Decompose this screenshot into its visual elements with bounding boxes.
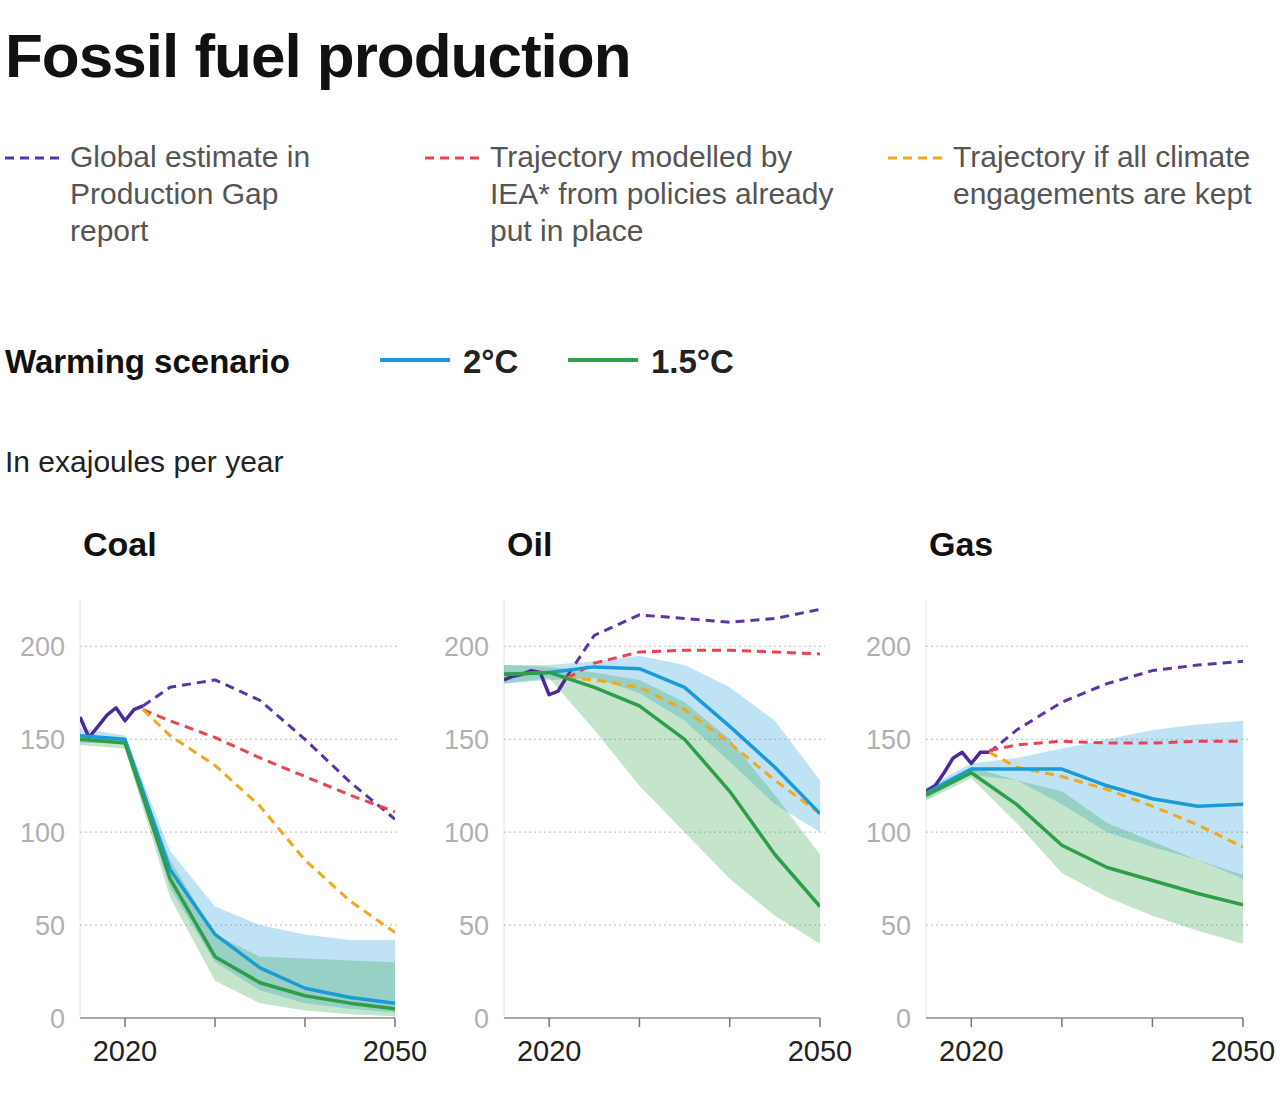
legend-label: Global estimate in Production Gap report (70, 138, 350, 249)
x-tick-label: 2020 (517, 1035, 582, 1067)
y-axis-line (80, 600, 81, 1018)
grid-line (80, 739, 400, 740)
subtitle: In exajoules per year (5, 445, 284, 478)
series-line (989, 661, 1243, 752)
y-axis-line (504, 600, 505, 1018)
series-line (80, 736, 395, 1004)
x-tick (214, 1018, 216, 1027)
legend-title: Warming scenario (5, 343, 290, 380)
panel: Gas 0 50 100 150 200 2020 2050 (866, 525, 1275, 1067)
x-tick (1061, 1018, 1063, 1027)
y-tick-label: 0 (50, 1004, 65, 1034)
grid-line (504, 925, 825, 926)
y-tick-label: 200 (444, 632, 489, 662)
y-tick-label: 200 (866, 632, 911, 662)
data-group (504, 609, 820, 943)
series-line (80, 739, 395, 1008)
range-band (80, 734, 395, 1016)
y-tick-label: 100 (866, 818, 911, 848)
x-tick (1242, 1018, 1244, 1027)
x-tick (639, 1018, 641, 1027)
y-tick-label: 150 (866, 725, 911, 755)
x-tick (729, 1018, 731, 1027)
panel-title: Gas (929, 525, 993, 563)
legend-swatch (888, 157, 946, 160)
y-tick-label: 50 (35, 911, 65, 941)
x-tick (394, 1018, 396, 1027)
series-line (989, 741, 1243, 750)
panel-title: Oil (507, 525, 552, 563)
panel: Oil 0 50 100 150 200 2020 2050 (444, 525, 852, 1067)
series-line (80, 706, 143, 738)
y-tick-label: 50 (881, 911, 911, 941)
x-tick-label: 2020 (939, 1035, 1004, 1067)
grid-line (926, 646, 1248, 647)
y-tick-label: 150 (20, 725, 65, 755)
grid-line (504, 646, 825, 647)
x-tick (304, 1018, 306, 1027)
legend-swatch (380, 358, 450, 362)
legend-label: Trajectory modelled by IEA* from policie… (490, 138, 835, 249)
x-tick (1152, 1018, 1154, 1027)
series-line (989, 752, 1243, 847)
x-axis-line (80, 1017, 395, 1019)
grid-line (80, 646, 400, 647)
series-line (567, 678, 820, 814)
x-tick (819, 1018, 821, 1027)
series-line (926, 773, 1243, 905)
series-line (504, 672, 820, 906)
y-tick-label: 200 (20, 632, 65, 662)
range-band (504, 665, 820, 944)
legend-swatch (568, 358, 638, 362)
y-tick-label: 100 (20, 818, 65, 848)
series-line (926, 752, 989, 791)
y-tick-label: 0 (896, 1004, 911, 1034)
x-tick-label: 2020 (93, 1035, 158, 1067)
legend-swatch (425, 157, 483, 160)
x-tick (971, 1018, 973, 1027)
series-line (143, 710, 395, 812)
y-tick-label: 100 (444, 818, 489, 848)
range-band (926, 767, 1243, 943)
legend-swatch (5, 157, 63, 160)
grid-line (80, 832, 400, 833)
title: Fossil fuel production (5, 20, 631, 91)
x-tick-label: 2050 (788, 1035, 853, 1067)
y-tick-label: 0 (474, 1004, 489, 1034)
x-tick (548, 1018, 550, 1027)
x-tick-label: 2050 (1211, 1035, 1276, 1067)
x-axis-line (926, 1017, 1243, 1019)
data-group (926, 661, 1243, 943)
legend-label: 2°C (463, 343, 518, 380)
x-axis-line (504, 1017, 820, 1019)
series-line (504, 667, 820, 814)
series-line (143, 680, 395, 819)
y-tick-label: 150 (444, 725, 489, 755)
x-tick (124, 1018, 126, 1027)
data-group (80, 680, 395, 1016)
panel: Coal 0 50 100 150 200 2020 2050 (20, 525, 427, 1067)
series-line (567, 650, 820, 678)
legend-label: Trajectory if all climate engagements ar… (953, 138, 1280, 212)
x-tick-label: 2050 (363, 1035, 428, 1067)
y-tick-label: 50 (459, 911, 489, 941)
legend-label: 1.5°C (651, 343, 734, 380)
y-axis-line (926, 600, 927, 1018)
panel-title: Coal (83, 525, 157, 563)
